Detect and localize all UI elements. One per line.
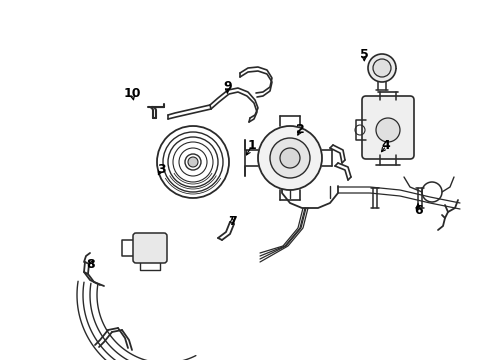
Text: 1: 1 (247, 139, 256, 152)
Text: 2: 2 (296, 123, 305, 136)
Circle shape (269, 138, 309, 178)
Circle shape (187, 157, 198, 167)
FancyBboxPatch shape (361, 96, 413, 159)
Text: 6: 6 (413, 204, 422, 217)
Text: 8: 8 (86, 258, 95, 271)
Text: 4: 4 (381, 139, 390, 152)
Text: 9: 9 (223, 80, 231, 93)
Circle shape (367, 54, 395, 82)
Circle shape (258, 126, 321, 190)
Text: 5: 5 (359, 48, 368, 60)
Circle shape (375, 118, 399, 142)
Text: 3: 3 (157, 163, 165, 176)
Text: 10: 10 (123, 87, 141, 100)
Text: 7: 7 (227, 215, 236, 228)
Circle shape (280, 148, 299, 168)
Circle shape (372, 59, 390, 77)
FancyBboxPatch shape (133, 233, 167, 263)
